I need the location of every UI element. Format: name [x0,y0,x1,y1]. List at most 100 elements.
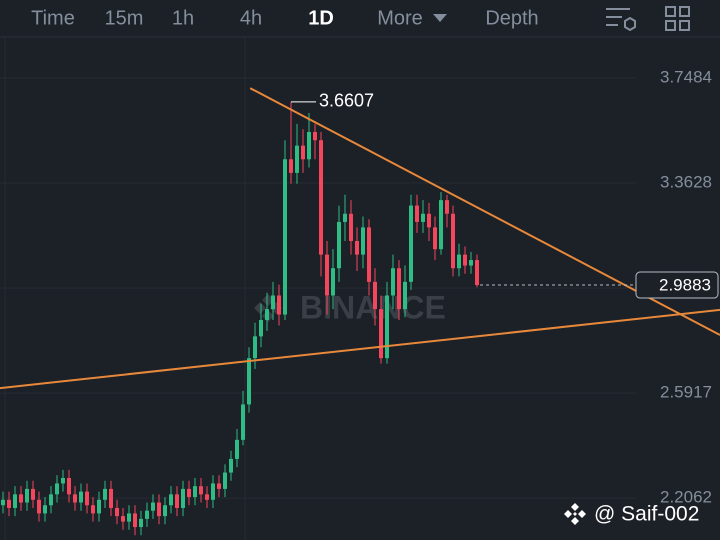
candle-body [115,507,119,517]
candle-body [67,477,71,495]
candle-body [229,458,233,473]
credit-logo [564,503,586,525]
indicator-icon[interactable] [606,8,636,32]
candle-body [253,336,257,359]
candle-body [475,260,479,286]
candle-body [91,505,95,514]
y-tick-label: 3.3628 [660,173,712,192]
price-label: 2.9883 [659,276,711,295]
tab[interactable]: 1D [308,7,334,29]
y-tick-label: 2.5917 [660,383,712,402]
candle-body [193,486,197,498]
toolbar: Time 15m 1h 4h 1D More Depth [31,7,539,29]
candle-body [373,281,377,310]
candle-body [25,488,29,503]
candle-body [7,499,11,508]
candle-body [295,145,299,173]
candle-body [37,499,41,514]
tab[interactable]: 4h [240,7,262,29]
tab[interactable]: 1h [172,7,194,29]
candle-body [427,213,431,228]
candle-body [325,254,329,296]
candle-body [235,439,239,459]
candle-body [19,494,23,503]
candle-body [349,213,353,242]
price-box [635,271,719,299]
candle-body [121,516,125,522]
tab[interactable]: 15m [105,7,144,29]
tab[interactable]: Time [31,7,75,29]
candle-body [133,513,137,528]
candle-body [205,494,209,500]
tab[interactable]: Depth [485,7,538,29]
candle-body [463,254,467,266]
candle-body [313,132,317,141]
candle-body [97,499,101,514]
candle-body [277,295,281,315]
candle-body [61,477,65,484]
candle-body [103,488,107,500]
candle-body [241,404,245,440]
candle-body [271,295,275,310]
candle-body [223,472,227,489]
candle-body [457,254,461,269]
candle-body [433,227,437,250]
candle-body [469,260,473,266]
peak-label: 3.6607 [319,91,374,111]
candle-body [49,494,53,506]
candle-body [211,483,215,500]
candle-body [445,200,449,214]
candle-body [319,140,323,255]
credit: @ Saif-002 [594,503,699,526]
candle-body [415,205,419,222]
candle-body [439,200,443,250]
candle-body [181,488,185,508]
candle-body [451,213,455,269]
candle-body [163,505,167,517]
candle-body [43,505,47,514]
candle-body [199,486,203,495]
candle-body [283,159,287,315]
candle-body [109,488,113,508]
candle-body [289,159,293,173]
trendline [0,308,720,390]
candle-body [331,268,335,296]
candle-body [259,320,263,337]
candle-body [343,213,347,222]
candle-body [361,227,365,255]
candle-body [73,494,77,503]
candle-body [367,227,371,282]
candle-body [397,268,401,310]
candle-body [301,145,305,160]
candle-body [55,483,59,495]
candle-body [127,513,131,522]
candle-body [187,488,191,498]
layout-icon[interactable] [665,6,690,31]
candle-body [13,494,17,508]
y-tick-label: 3.7484 [660,67,712,86]
candle-body [151,502,155,511]
candle-body [307,132,311,160]
candle-body [157,502,161,517]
candle-body [247,358,251,405]
candle-body [145,510,149,519]
candle-body [379,309,383,359]
candle-body [409,205,413,282]
candle-body [385,295,389,359]
candle-body [175,494,179,508]
candle-body [169,494,173,506]
candle-body [391,268,395,296]
candle-body [85,491,89,506]
candle-body [1,499,5,506]
tab[interactable]: More [377,7,423,29]
candle-body [403,281,407,310]
candle-body [31,488,35,500]
y-tick-label: 2.2062 [660,488,712,507]
candle-body [337,221,341,269]
candle-body [265,309,269,321]
candle-body [217,483,221,489]
candle-body [139,518,143,528]
candle-body [421,213,425,222]
candle-body [355,241,359,255]
